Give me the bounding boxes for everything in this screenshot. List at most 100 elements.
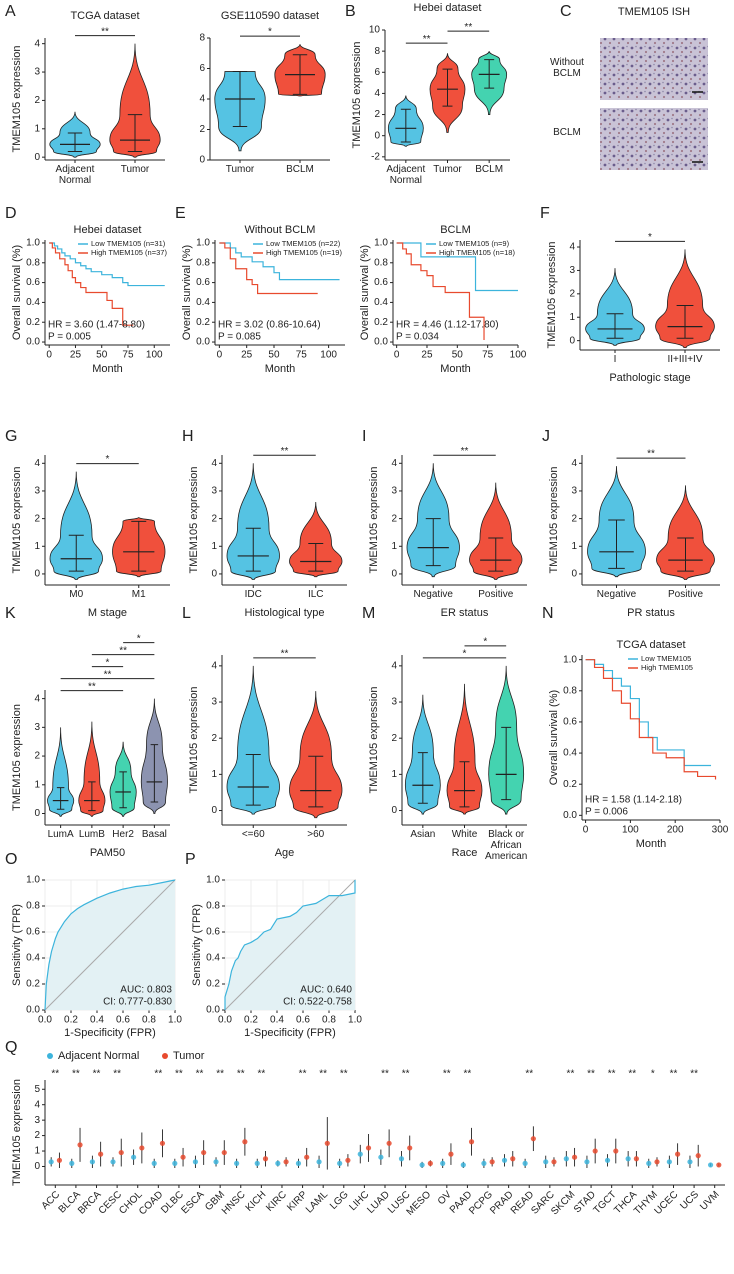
- significance-label: **: [113, 1069, 121, 1080]
- y-axis-label: TMEM105 expression: [11, 46, 23, 153]
- y-axis-label: TMEM105 expression: [11, 704, 23, 811]
- panel-letter: Q: [5, 1039, 17, 1056]
- x-tick-label: LAML: [304, 1189, 331, 1216]
- x-tick-label: 0: [583, 825, 589, 836]
- dot: [675, 1151, 681, 1157]
- iqr-bar: [308, 543, 324, 572]
- x-tick-label-box: >60: [307, 829, 324, 840]
- x-tick-label: 0.4: [90, 1015, 104, 1026]
- significance-label: **: [104, 669, 112, 680]
- panel-letter: N: [542, 605, 554, 622]
- chart-title: BCLM: [440, 224, 471, 236]
- significance-label: *: [106, 657, 110, 668]
- chart-title: Without BCLM: [245, 224, 316, 236]
- chart-title: TMEM105 ISH: [618, 6, 690, 18]
- y-tick-label: 0.4: [563, 748, 577, 759]
- x-tick-label-box: I: [614, 354, 617, 365]
- y-tick-label: 3: [34, 486, 40, 497]
- y-tick-label: 0.8: [374, 257, 388, 268]
- significance-label: **: [119, 645, 127, 656]
- annotation: CI: 0.777-0.830: [103, 997, 172, 1008]
- dot: [139, 1145, 145, 1151]
- x-axis-label: Month: [265, 363, 296, 375]
- y-tick-label: 1.0: [26, 875, 40, 886]
- x-tick-label: White: [451, 829, 478, 840]
- x-tick-label: 0.8: [142, 1015, 156, 1026]
- significance-label: **: [402, 1069, 410, 1080]
- legend-label: Low TMEM105 (n=31): [91, 239, 166, 248]
- y-tick-label: 0.2: [206, 979, 220, 990]
- panel-letter: F: [540, 205, 550, 222]
- violin: [289, 502, 343, 578]
- x-tick-label: 0.6: [296, 1015, 310, 1026]
- significance-label: **: [281, 648, 289, 659]
- dot: [262, 1156, 269, 1162]
- dot: [440, 1160, 446, 1166]
- dot: [481, 1160, 487, 1166]
- y-tick-label: 2: [391, 513, 397, 524]
- row-label: BCLM: [553, 127, 581, 138]
- x-tick-label: 25: [421, 350, 433, 361]
- x-tick-label: LumB: [78, 829, 105, 840]
- x-tick-label: M0: [69, 589, 84, 600]
- dot: [530, 1136, 536, 1142]
- x-tick-label: 50: [268, 350, 280, 361]
- dot: [180, 1154, 186, 1160]
- ish-image: [600, 38, 708, 100]
- iqr-bar: [131, 520, 147, 572]
- panel-letter: M: [362, 605, 375, 622]
- dot: [77, 1142, 83, 1148]
- violin: [78, 721, 106, 817]
- x-tick-label: M1: [131, 589, 146, 600]
- y-axis-label: Overall survival (%): [548, 690, 560, 785]
- panel-letter: K: [5, 605, 16, 622]
- x-tick-label: BCLM: [475, 164, 504, 175]
- panel-letter: O: [5, 851, 17, 868]
- x-tick-label: 0.0: [218, 1015, 232, 1026]
- y-tick-label: 8: [199, 33, 205, 44]
- panel-letter: H: [182, 428, 194, 445]
- x-tick-label-box: Black or African American: [485, 829, 527, 862]
- y-tick-label: 0.0: [26, 337, 40, 348]
- x-tick-label: 50: [96, 350, 108, 361]
- y-tick-label: 3: [569, 265, 575, 276]
- y-tick-label: 0.2: [196, 317, 210, 328]
- y-tick-label: 0: [571, 569, 577, 580]
- x-tick-label-box: M1: [131, 589, 146, 600]
- annotation: P = 0.005: [48, 332, 91, 343]
- dot: [275, 1160, 281, 1166]
- x-axis-label: ER status: [441, 607, 489, 619]
- y-tick-label: 0.6: [26, 277, 40, 288]
- y-tick-label: 3: [211, 486, 217, 497]
- y-tick-label: 4: [391, 660, 397, 671]
- x-tick-label: 1.0: [348, 1015, 362, 1026]
- x-tick-label: ESCA: [179, 1189, 206, 1216]
- x-tick-label: KIRC: [264, 1189, 289, 1214]
- iqr-bar: [245, 527, 261, 572]
- y-tick-label: 3: [34, 722, 40, 733]
- dot: [427, 1160, 433, 1166]
- dot: [522, 1160, 528, 1166]
- y-tick-label: 3: [391, 486, 397, 497]
- violin: [655, 249, 715, 349]
- y-tick-label: 1: [34, 123, 40, 134]
- x-tick-label: HNSC: [220, 1189, 248, 1217]
- x-axis-label: Age: [275, 847, 295, 859]
- y-tick-label: 3: [211, 697, 217, 708]
- y-tick-label: -2: [371, 151, 380, 162]
- significance-label: **: [381, 1069, 389, 1080]
- significance-label: *: [648, 232, 652, 243]
- significance-label: **: [319, 1069, 327, 1080]
- y-axis-label: TMEM105 expression: [11, 1079, 23, 1186]
- panel-letter: A: [5, 3, 16, 20]
- y-tick-label: 0.2: [563, 779, 577, 790]
- y-tick-label: 4: [569, 242, 575, 253]
- significance-label: *: [651, 1069, 655, 1080]
- y-tick-label: 0.4: [26, 953, 40, 964]
- y-tick-label: 2: [199, 124, 205, 135]
- y-tick-label: 0.0: [563, 810, 577, 821]
- y-tick-label: 4: [34, 693, 40, 704]
- y-tick-label: 1: [569, 312, 575, 323]
- x-axis-label: 1-Specificity (FPR): [64, 1027, 156, 1039]
- iqr-bar: [501, 726, 512, 801]
